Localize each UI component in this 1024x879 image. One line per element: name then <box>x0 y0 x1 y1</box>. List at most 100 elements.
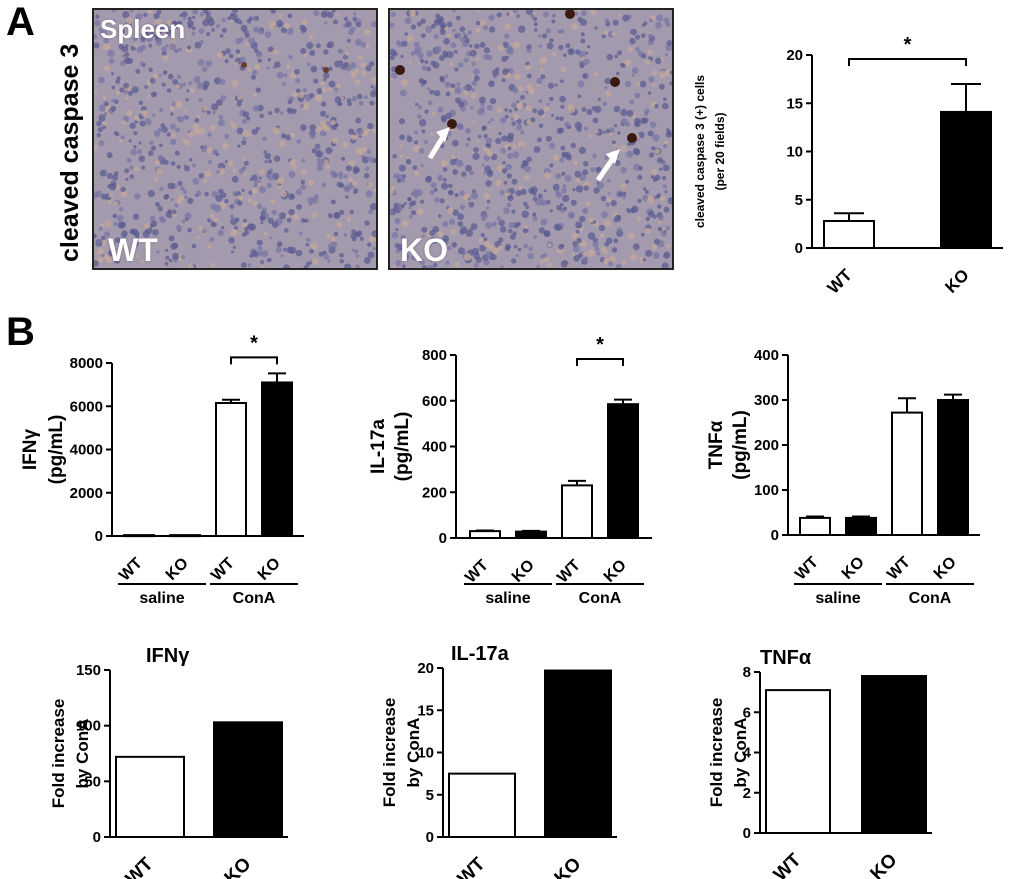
micrograph-ko-image <box>390 10 672 268</box>
x-tick-label: KO <box>163 555 192 584</box>
x-tick-label: WT <box>462 557 492 587</box>
micrograph-wt-image <box>94 10 376 268</box>
stained-cell <box>627 133 637 143</box>
y-tick-label: 0 <box>771 527 779 544</box>
bar <box>607 403 639 540</box>
x-tick-label: KO <box>931 554 960 583</box>
y-axis-label: (per 20 fields) <box>713 112 727 190</box>
y-tick-label: 150 <box>76 662 101 679</box>
y-axis-label: TNFα <box>706 420 727 469</box>
nuclei-texture <box>390 10 672 268</box>
y-tick-label: 8 <box>743 664 751 681</box>
bar <box>765 689 831 834</box>
stain-side-label: cleaved caspase 3 <box>56 43 84 262</box>
y-tick-label: 0 <box>439 530 447 547</box>
chart-ifng-pgml: 0 2000 4000 6000 8000 IFNγ (pg/mL) WT KO WT KO sali… <box>20 332 304 607</box>
y-tick-label: 2 <box>743 785 751 802</box>
wt-image-label: WT <box>108 232 158 268</box>
x-tick-label: KO <box>255 555 284 584</box>
y-tick-label: 15 <box>417 702 434 719</box>
x-tick-label: WT <box>770 849 806 879</box>
x-tick-label: WT <box>122 853 158 879</box>
bar <box>469 530 501 539</box>
y-tick-label: 5 <box>426 787 434 804</box>
bar <box>937 399 969 536</box>
stained-cell <box>565 10 575 19</box>
significance-bracket <box>230 356 278 365</box>
bar <box>561 484 593 539</box>
significance-marker: * <box>904 34 912 56</box>
bar <box>891 411 923 536</box>
arrow-icon <box>427 127 450 160</box>
y-axis-label: (pg/mL) <box>46 415 67 485</box>
stained-cell <box>610 77 620 87</box>
stained-cell <box>241 62 247 68</box>
y-tick-label: 8000 <box>70 355 103 372</box>
bar <box>799 516 831 536</box>
y-tick-label: 0 <box>795 240 803 257</box>
micrograph-ko: KO <box>388 8 674 270</box>
ko-image-label: KO <box>400 232 448 268</box>
group-label: ConA <box>233 590 276 607</box>
y-tick-label: 6000 <box>70 398 103 415</box>
bar <box>448 772 516 838</box>
x-tick-label: WT <box>884 554 914 584</box>
bar <box>215 402 247 537</box>
y-axis-label: by ConA <box>73 719 92 789</box>
bar <box>823 219 875 249</box>
y-tick-label: 100 <box>754 482 779 499</box>
group-label: saline <box>485 590 530 607</box>
bar <box>123 534 155 538</box>
group-label: saline <box>815 590 860 607</box>
x-tick-label: WT <box>454 853 490 879</box>
y-tick-label: 400 <box>754 347 779 364</box>
significance-marker: * <box>596 334 604 356</box>
x-tick-label: WT <box>208 555 238 585</box>
bar <box>515 530 547 540</box>
significance-marker: * <box>250 332 258 354</box>
bar <box>845 516 877 536</box>
y-axis-label: (pg/mL) <box>392 412 413 482</box>
bar <box>169 534 201 538</box>
y-tick-label: 400 <box>422 439 447 456</box>
y-tick-label: 200 <box>754 437 779 454</box>
y-tick-label: 0 <box>426 829 434 846</box>
panel-label-a: A <box>6 0 35 44</box>
y-tick-label: 800 <box>422 347 447 364</box>
chart-tnfa-pgml: 0 100 200 300 400 TNFα (pg/mL) WT KO WT KO saline Co… <box>706 347 980 607</box>
chart-tnfa-fold: 0 2 4 6 8 Fold increase by ConA TNFα WT KO <box>707 647 932 879</box>
group-label: ConA <box>579 590 622 607</box>
stained-cell <box>323 67 329 73</box>
bar <box>213 721 283 838</box>
y-tick-label: 20 <box>417 660 434 677</box>
y-axis-label: (pg/mL) <box>730 410 751 480</box>
y-tick-label: 200 <box>422 484 447 501</box>
y-axis-label: IL-17a <box>368 419 389 474</box>
chart-il17a-fold: 0 5 10 15 20 Fold increase by ConA IL-17a WT KO <box>380 643 617 879</box>
chart-caspase: 0 5 10 15 20 cleaved caspase 3 (+) cells (per … <box>693 34 1003 298</box>
bar <box>940 110 992 249</box>
y-axis-label: Fold increase <box>707 698 726 808</box>
x-tick-label: WT <box>116 555 146 585</box>
chart-title: IFNγ <box>146 645 190 667</box>
chart-ifng-fold: 0 50 100 150 Fold increase by ConA IFNγ WT KO <box>49 645 288 879</box>
arrow-icon <box>595 149 620 182</box>
y-tick-label: 0 <box>93 829 101 846</box>
nuclei-texture <box>94 10 376 268</box>
bar <box>115 755 185 838</box>
y-tick-label: 600 <box>422 393 447 410</box>
y-tick-label: 5 <box>795 192 803 209</box>
y-axis-label: by ConA <box>404 718 423 788</box>
y-tick-label: 15 <box>786 95 803 112</box>
x-tick-label: KO <box>509 557 538 586</box>
y-tick-label: 100 <box>76 718 101 735</box>
significance-bracket <box>848 58 967 66</box>
y-tick-label: 50 <box>84 773 101 790</box>
y-axis-label: Fold increase <box>380 698 399 808</box>
x-tick-label: KO <box>221 854 256 879</box>
chart-title: TNFα <box>760 647 812 669</box>
y-axis-label: by ConA <box>731 718 750 788</box>
y-axis-label: cleaved caspase 3 (+) cells <box>693 75 707 228</box>
chart-il17a-pgml: 0 200 400 600 800 IL-17a (pg/mL) WT KO WT KO saline… <box>368 334 652 607</box>
stained-cell <box>447 119 457 129</box>
